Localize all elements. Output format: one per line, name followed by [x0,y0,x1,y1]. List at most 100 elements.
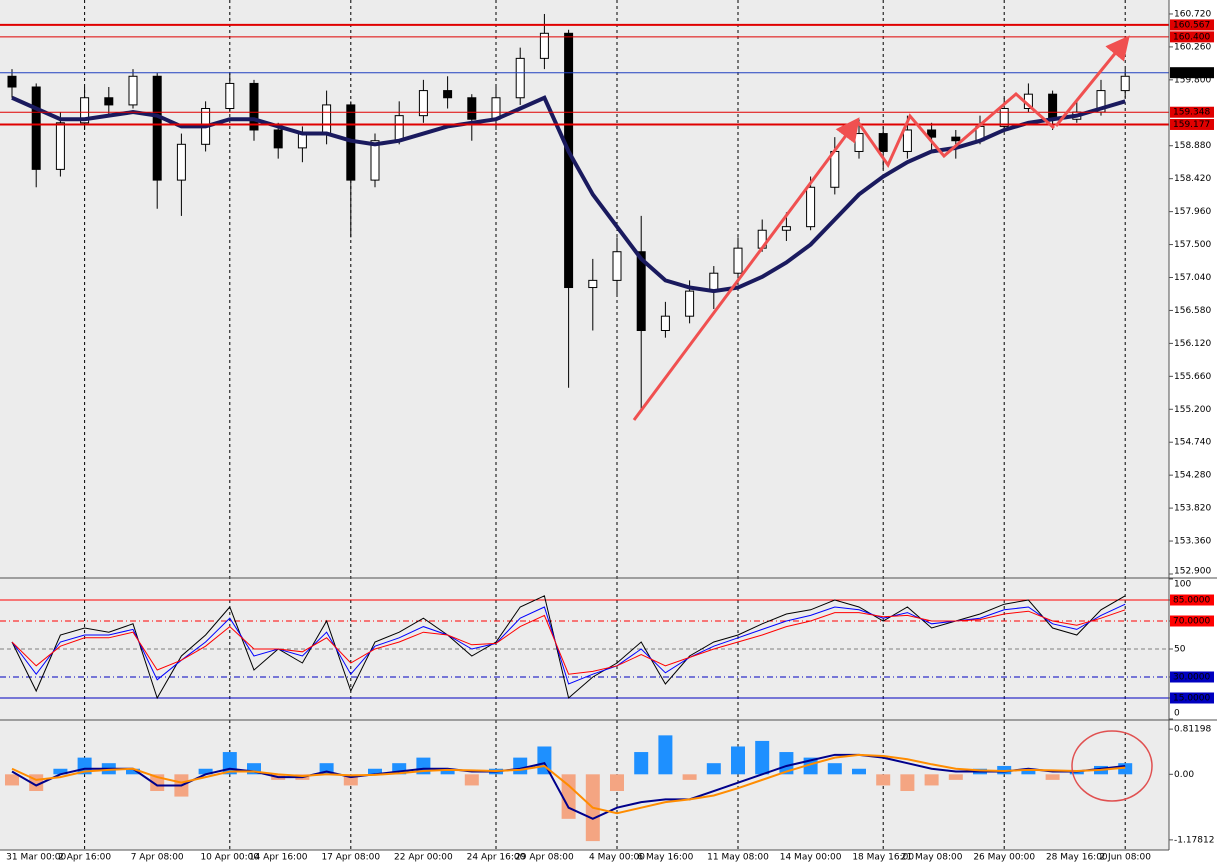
candle-body [297,133,307,149]
y-tick-label: 155.200 [1174,405,1211,415]
histogram-bar [126,768,140,775]
candle-body [176,143,186,181]
histogram-bar [682,774,697,780]
y-tick-label: 155.660 [1174,372,1211,382]
plot-background [0,0,1169,850]
candle-body [854,133,864,152]
histogram-bar [779,752,794,775]
zigzag [856,92,1056,169]
candle-body [225,82,235,109]
histogram-bar [924,774,939,786]
candle-body [999,107,1009,127]
histogram-bar [53,768,68,775]
x-tick-label: 28 May 16:00 [1046,853,1108,863]
candle-body [152,75,162,181]
y-tick-label: 158.880 [1174,141,1211,151]
candle-body [104,97,114,106]
y-tick-label: 0.81198 [1174,725,1211,735]
macd-line [11,753,1126,815]
x-tick-label: 21 May 08:00 [901,853,963,863]
histogram-bar [1118,763,1133,775]
histogram-bar [610,774,624,792]
price-label-box [1170,67,1214,79]
x-tick-label: 6 May 16:00 [637,853,693,863]
histogram-bar [440,768,455,775]
candle-body [733,247,743,274]
histogram-bar [561,774,576,819]
price-label-box [1170,19,1214,31]
histogram-bar [343,774,358,786]
candle-body [830,150,840,188]
price-label: 159.348 [1173,108,1210,118]
candle-body [660,315,670,332]
y-tick-label: 154.280 [1174,471,1211,481]
histogram-bar [1045,774,1060,780]
candle-body [588,279,598,289]
x-tick-label: 22 Apr 00:00 [394,853,453,863]
y-tick-label: 100 [1174,580,1191,590]
candle-body [273,129,283,149]
candle-body [1048,93,1058,120]
candle-body [927,129,937,138]
y-tick-label: 0.00 [1174,770,1194,780]
candle-body [418,90,428,117]
level-label-box [1170,615,1214,627]
candle-body [322,104,332,135]
y-tick-label: 157.040 [1174,273,1211,283]
candle-body [55,122,65,170]
candle-body [539,32,549,59]
histogram-bar [658,735,673,775]
candle-body [709,272,719,292]
price-label: 159.177 [1173,120,1210,130]
x-tick-label: 4 May 00:00 [589,853,645,863]
candle-body [636,251,646,332]
oscillator-line [11,609,1126,675]
x-tick-label: 2 Apr 16:00 [58,853,111,863]
histogram-bar [634,752,649,775]
candle-body [370,140,380,181]
y-tick-label: 159.800 [1174,75,1211,85]
histogram-bar [852,768,866,775]
x-tick-label: 24 Apr 16:00 [467,853,526,863]
histogram-bar [1069,771,1084,775]
oscillator-line [11,595,1126,700]
histogram-bar [392,763,407,775]
histogram-bar [513,757,528,775]
y-tick-label: 0 [1174,709,1180,719]
x-tick-label: 2 Jun 08:00 [1099,853,1151,863]
y-tick-label: 157.960 [1174,207,1211,217]
histogram-bar [900,774,915,792]
y-tick-label: 50 [1174,645,1186,655]
price-label: 160.400 [1173,32,1210,42]
y-tick-label: 153.360 [1174,537,1211,547]
y-tick-label: 157.500 [1174,240,1211,250]
candle-body [249,82,259,131]
candle-body [806,186,816,228]
y-tick-label: 156.580 [1174,306,1211,316]
x-tick-label: 11 May 08:00 [707,853,769,863]
candle-body [443,90,453,99]
x-tick-label: 26 May 00:00 [973,853,1035,863]
candle-body [1120,75,1130,92]
x-tick-label: 7 Apr 08:00 [131,853,184,863]
candle-body [394,115,404,142]
arrow [1054,35,1130,127]
histogram-bar [1021,768,1036,775]
x-tick-label: 29 Apr 08:00 [515,853,574,863]
histogram-bar [247,763,261,775]
candle-body [878,133,888,152]
candle-body [128,75,138,106]
histogram-bar [827,763,842,775]
y-tick-label: 15.0000 [1173,694,1210,704]
y-tick-label: 153.820 [1174,504,1211,514]
histogram-bar [319,763,334,775]
candle-body [467,97,477,120]
histogram-bar [368,768,382,775]
candle-body [31,86,41,170]
x-tick-label: 18 May 16:00 [852,853,914,863]
y-tick-label: -1.17812 [1174,835,1214,845]
histogram-bar [464,774,479,786]
level-label-box [1170,692,1214,704]
